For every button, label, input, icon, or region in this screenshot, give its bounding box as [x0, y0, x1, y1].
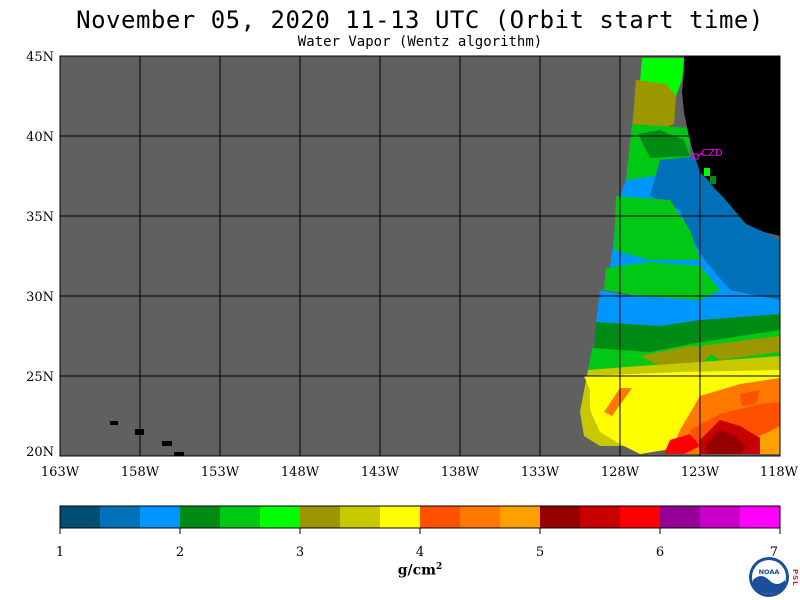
lat-label: 25N — [26, 370, 54, 385]
lon-label: 123W — [681, 465, 720, 480]
coastal-pixels-2 — [710, 176, 716, 184]
colorbar-swatch — [580, 506, 621, 528]
station-marker-czd — [692, 152, 703, 160]
colorbar-tick-label: 5 — [536, 545, 544, 560]
lat-label: 30N — [26, 290, 54, 305]
colorbar-swatch — [660, 506, 701, 528]
colorbar-swatch — [380, 506, 421, 528]
psl-logo-icon: PSL — [791, 569, 799, 587]
colorbar-swatch — [180, 506, 221, 528]
colorbar-swatch — [420, 506, 461, 528]
colorbar-unit: g/cm2 — [397, 562, 443, 579]
colorbar-tick-label: 2 — [176, 545, 184, 560]
lat-label: 40N — [26, 130, 54, 145]
colorbar-swatch — [260, 506, 301, 528]
colorbar — [59, 505, 781, 534]
colorbar-swatch — [140, 506, 181, 528]
latitude-labels: 45N 40N 35N 30N 25N 20N — [26, 50, 54, 460]
station-label: CZD — [701, 148, 723, 159]
colorbar-tick-label: 3 — [296, 545, 304, 560]
colorbar-tick-label: 7 — [770, 545, 778, 560]
colorbar-tick-label: 4 — [416, 545, 424, 560]
coastal-pixels — [704, 168, 710, 176]
colorbar-swatch — [500, 506, 541, 528]
lon-label: 163W — [41, 465, 80, 480]
colorbar-swatch — [740, 506, 781, 528]
lon-label: 128W — [601, 465, 640, 480]
lon-label: 158W — [121, 465, 160, 480]
colorbar-tick-labels: 1 2 3 4 5 6 7 — [56, 545, 778, 560]
svg-text:NOAA: NOAA — [759, 568, 780, 576]
lon-label: 118W — [760, 465, 799, 480]
lat-lon-grid — [60, 56, 780, 456]
colorbar-swatch — [460, 506, 501, 528]
water-vapor-swath — [580, 58, 780, 454]
colorbar-swatch — [340, 506, 381, 528]
north-america-landmass — [682, 56, 780, 236]
map-title: November 05, 2020 11-13 UTC (Orbit start… — [76, 6, 764, 34]
lat-label: 35N — [26, 210, 54, 225]
lon-label: 143W — [361, 465, 400, 480]
lon-label: 148W — [281, 465, 320, 480]
svg-text:PSL: PSL — [791, 569, 799, 587]
agency-logos: NOAA PSL — [749, 557, 799, 597]
colorbar-tick-label: 1 — [56, 545, 64, 560]
longitude-labels: 163W 158W 153W 148W 143W 138W 133W 128W 123W 118W — [41, 465, 799, 480]
lat-label: 20N — [26, 445, 54, 460]
colorbar-swatch — [60, 506, 101, 528]
noaa-logo-icon: NOAA — [749, 557, 789, 597]
lon-label: 153W — [201, 465, 240, 480]
colorbar-swatch — [220, 506, 261, 528]
lon-label: 138W — [441, 465, 480, 480]
colorbar-swatch — [100, 506, 141, 528]
lon-label: 133W — [521, 465, 560, 480]
colorbar-tick-label: 6 — [656, 545, 664, 560]
map-frame — [59, 55, 781, 457]
colorbar-swatch — [700, 506, 741, 528]
colorbar-swatch — [540, 506, 581, 528]
colorbar-swatch — [300, 506, 341, 528]
map-subtitle: Water Vapor (Wentz algorithm) — [297, 34, 543, 50]
lat-label: 45N — [26, 50, 54, 65]
colorbar-swatch — [620, 506, 661, 528]
